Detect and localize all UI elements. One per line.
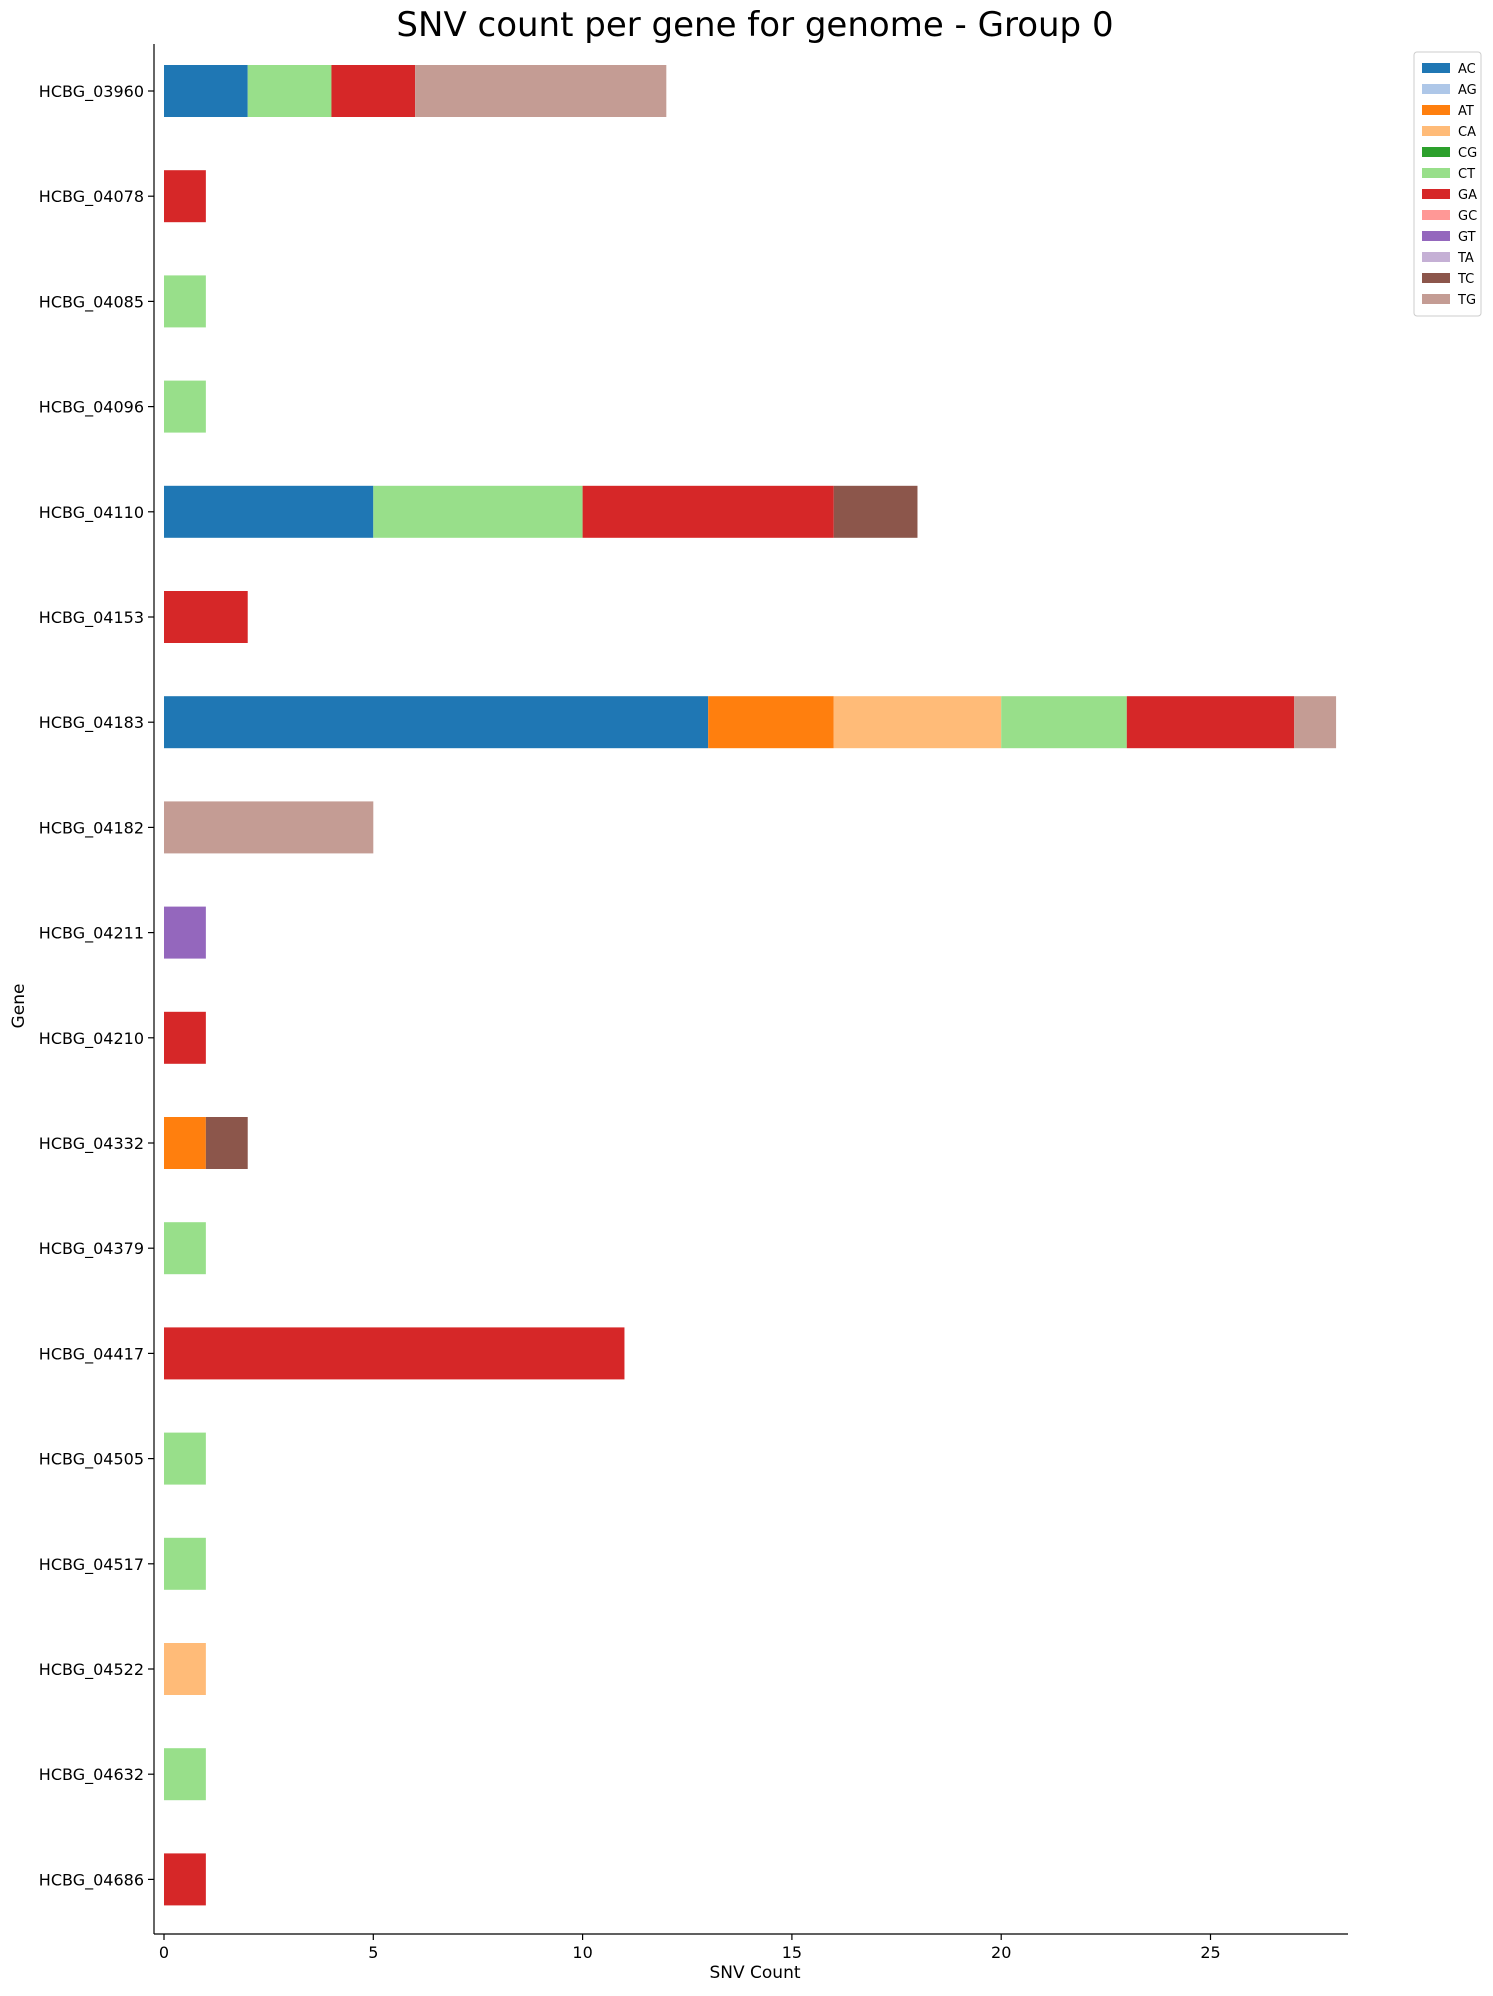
y-tick-label: HCBG_04522 — [39, 1660, 144, 1680]
legend-label: TA — [1457, 251, 1474, 266]
axes-layer: HCBG_03960 HCBG_04078 HCBG_04085 HCBG_04096… — [39, 44, 1348, 1962]
bar-segment — [164, 906, 206, 959]
legend-label: CA — [1458, 125, 1476, 140]
legend-swatch — [1422, 105, 1450, 115]
bar-segment — [331, 65, 416, 117]
legend-swatch — [1422, 168, 1450, 178]
y-tick-label: HCBG_04211 — [39, 924, 144, 944]
legend-swatch — [1422, 294, 1450, 304]
bar-segment — [164, 1222, 206, 1275]
y-tick-label: HCBG_04332 — [39, 1134, 144, 1154]
x-tick-label: 10 — [572, 1943, 592, 1962]
y-tick-label: HCBG_03960 — [39, 82, 144, 102]
bar-segment — [164, 1432, 206, 1485]
bar-segment — [164, 1748, 206, 1801]
x-tick-label: 20 — [991, 1943, 1011, 1962]
legend-swatch — [1422, 210, 1450, 220]
bar-segment — [373, 485, 583, 538]
y-tick-label: HCBG_04505 — [39, 1450, 144, 1470]
bar-segment — [708, 696, 834, 749]
y-tick-label: HCBG_04379 — [39, 1239, 144, 1259]
legend-label: CG — [1458, 146, 1477, 161]
bar-segment — [164, 1117, 206, 1169]
bar-segment — [164, 801, 374, 854]
legend-swatch — [1422, 126, 1450, 136]
chart-title: SNV count per gene for genome - Group 0 — [396, 5, 1113, 45]
bar-segment — [1001, 696, 1127, 749]
bar-segment — [164, 1327, 625, 1380]
y-tick-label: HCBG_04686 — [39, 1870, 144, 1890]
y-tick-label: HCBG_04183 — [39, 713, 144, 733]
y-tick-label: HCBG_04182 — [39, 818, 144, 838]
y-axis-label: Gene — [9, 984, 29, 1029]
legend-label: AG — [1458, 83, 1477, 98]
bar-segment — [1126, 696, 1295, 749]
x-tick-label: 15 — [782, 1943, 802, 1962]
bar-segment — [164, 275, 206, 328]
legend-label: TG — [1457, 293, 1476, 308]
y-tick-label: HCBG_04085 — [39, 292, 144, 312]
bar-segment — [247, 65, 332, 117]
y-tick-label: HCBG_04517 — [39, 1555, 144, 1575]
legend-label: AC — [1458, 62, 1476, 77]
y-tick-label: HCBG_04632 — [39, 1765, 144, 1785]
x-tick-label: 5 — [368, 1943, 378, 1962]
bar-segment — [205, 1117, 248, 1169]
bar-segment — [1294, 696, 1337, 749]
legend-label: GA — [1458, 188, 1477, 203]
y-tick-label: HCBG_04096 — [39, 398, 144, 418]
bar-segment — [164, 1011, 206, 1064]
y-tick-label: HCBG_04078 — [39, 187, 144, 207]
y-tick-label: HCBG_04210 — [39, 1029, 144, 1049]
bar-segment — [164, 65, 248, 117]
legend-swatch — [1422, 231, 1450, 241]
legend-label: AT — [1458, 104, 1474, 119]
bar-segment — [164, 170, 206, 223]
bar-segment — [415, 65, 667, 117]
legend: AC AG AT CA CG CT GA GC GT TA TC TG — [1413, 51, 1482, 317]
x-axis-label: SNV Count — [709, 1963, 800, 1983]
legend-label: GT — [1458, 230, 1476, 245]
legend-swatch — [1422, 84, 1450, 94]
bar-segment — [164, 1537, 206, 1590]
legend-swatch — [1422, 189, 1450, 199]
legend-swatch — [1422, 273, 1450, 283]
legend-box — [1413, 51, 1482, 317]
bar-segment — [164, 1853, 206, 1906]
legend-swatch — [1422, 63, 1450, 73]
bar-segment — [164, 485, 374, 538]
legend-swatch — [1422, 147, 1450, 157]
bars-layer — [164, 65, 1337, 1906]
bar-segment — [164, 591, 248, 643]
x-tick-label: 25 — [1200, 1943, 1220, 1962]
x-tick-label: 0 — [159, 1943, 169, 1962]
bar-segment — [164, 380, 206, 433]
bar-segment — [833, 696, 1002, 749]
bar-segment — [164, 1643, 206, 1695]
y-tick-label: HCBG_04417 — [39, 1344, 144, 1364]
y-tick-label: HCBG_04110 — [39, 503, 144, 523]
y-tick-label: HCBG_04153 — [39, 608, 144, 628]
legend-label: CT — [1458, 167, 1475, 182]
bar-segment — [582, 485, 834, 538]
legend-label: GC — [1458, 209, 1477, 224]
bar-segment — [833, 485, 918, 538]
legend-swatch — [1422, 252, 1450, 262]
bar-segment — [164, 696, 709, 749]
legend-label: TC — [1457, 272, 1474, 287]
